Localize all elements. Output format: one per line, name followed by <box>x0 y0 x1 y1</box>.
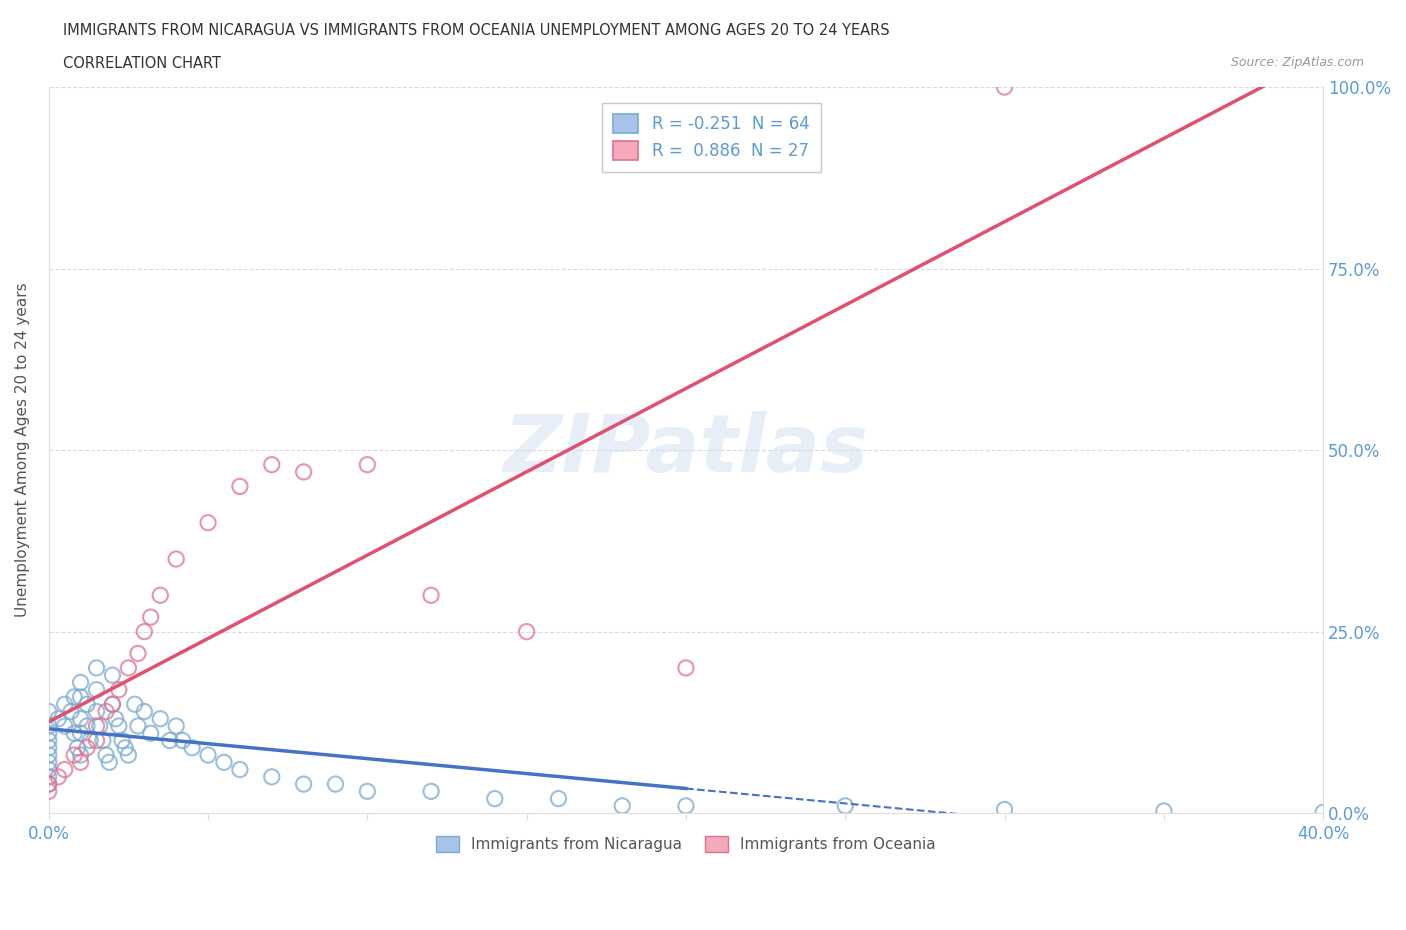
Point <box>260 769 283 784</box>
Point <box>127 719 149 734</box>
Point <box>89 719 111 734</box>
Point <box>86 704 108 719</box>
Point <box>165 719 187 734</box>
Text: ZIPatlas: ZIPatlas <box>503 411 869 489</box>
Point <box>60 704 83 719</box>
Point <box>114 740 136 755</box>
Point <box>1312 805 1334 820</box>
Point <box>993 802 1015 817</box>
Point <box>117 748 139 763</box>
Text: Source: ZipAtlas.com: Source: ZipAtlas.com <box>1230 56 1364 69</box>
Point <box>38 748 60 763</box>
Point <box>229 479 252 494</box>
Point <box>516 624 538 639</box>
Point <box>86 733 108 748</box>
Point <box>69 755 91 770</box>
Point <box>229 762 252 777</box>
Point <box>69 725 91 740</box>
Point <box>69 675 91 690</box>
Point <box>38 755 60 770</box>
Point <box>165 551 187 566</box>
Point <box>127 646 149 661</box>
Point <box>86 719 108 734</box>
Point <box>38 777 60 791</box>
Point <box>675 799 697 814</box>
Point <box>46 711 69 726</box>
Point <box>66 740 89 755</box>
Point <box>53 697 76 711</box>
Point <box>63 725 86 740</box>
Point <box>420 784 443 799</box>
Point <box>104 711 127 726</box>
Point <box>834 799 856 814</box>
Point <box>38 769 60 784</box>
Point <box>420 588 443 603</box>
Point <box>484 791 506 806</box>
Point <box>38 762 60 777</box>
Point <box>139 610 162 625</box>
Point <box>38 777 60 791</box>
Point <box>197 748 219 763</box>
Point <box>212 755 235 770</box>
Point <box>38 725 60 740</box>
Point <box>38 704 60 719</box>
Point <box>181 740 204 755</box>
Point <box>98 755 121 770</box>
Point <box>675 660 697 675</box>
Point <box>79 733 101 748</box>
Point <box>325 777 347 791</box>
Point <box>53 762 76 777</box>
Point <box>76 697 98 711</box>
Point <box>63 689 86 704</box>
Point <box>38 733 60 748</box>
Point <box>139 725 162 740</box>
Point <box>53 719 76 734</box>
Point <box>38 740 60 755</box>
Text: IMMIGRANTS FROM NICARAGUA VS IMMIGRANTS FROM OCEANIA UNEMPLOYMENT AMONG AGES 20 : IMMIGRANTS FROM NICARAGUA VS IMMIGRANTS … <box>63 23 890 38</box>
Point <box>111 733 134 748</box>
Point <box>69 689 91 704</box>
Point <box>159 733 181 748</box>
Point <box>94 704 117 719</box>
Point <box>292 464 315 479</box>
Point <box>612 799 634 814</box>
Point <box>101 697 124 711</box>
Point <box>38 719 60 734</box>
Point <box>101 668 124 683</box>
Point <box>86 660 108 675</box>
Y-axis label: Unemployment Among Ages 20 to 24 years: Unemployment Among Ages 20 to 24 years <box>15 283 30 618</box>
Point <box>1153 804 1175 818</box>
Point <box>124 697 146 711</box>
Point <box>149 588 172 603</box>
Legend: Immigrants from Nicaragua, Immigrants from Oceania: Immigrants from Nicaragua, Immigrants fr… <box>429 829 943 860</box>
Point <box>134 624 156 639</box>
Point <box>260 458 283 472</box>
Point <box>547 791 569 806</box>
Point <box>69 711 91 726</box>
Point <box>292 777 315 791</box>
Point <box>149 711 172 726</box>
Point <box>356 458 378 472</box>
Point <box>91 733 114 748</box>
Point <box>86 683 108 698</box>
Point <box>94 748 117 763</box>
Point <box>69 748 91 763</box>
Text: CORRELATION CHART: CORRELATION CHART <box>63 56 221 71</box>
Point <box>108 719 131 734</box>
Point <box>38 784 60 799</box>
Point <box>197 515 219 530</box>
Point <box>993 80 1015 95</box>
Point <box>117 660 139 675</box>
Point <box>172 733 194 748</box>
Point <box>46 769 69 784</box>
Point <box>76 740 98 755</box>
Point <box>134 704 156 719</box>
Point <box>356 784 378 799</box>
Point <box>101 697 124 711</box>
Point <box>63 748 86 763</box>
Point <box>108 683 131 698</box>
Point <box>76 719 98 734</box>
